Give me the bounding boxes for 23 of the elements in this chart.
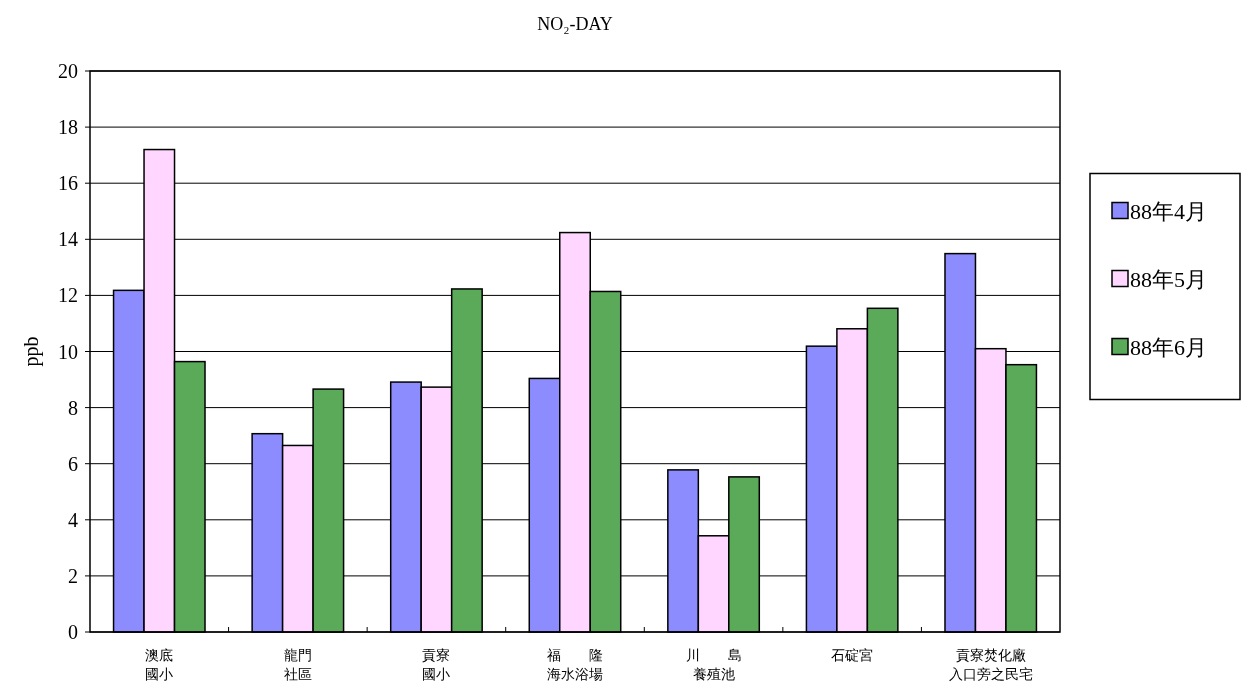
y-axis-title: ppb [20, 336, 43, 367]
legend-label: 88年5月 [1130, 266, 1207, 292]
x-tick-label: 澳底國小 [145, 648, 174, 682]
y-tick-label: 10 [58, 340, 78, 363]
x-tick-label: 福 隆海水浴場 [547, 648, 603, 682]
y-tick-label: 2 [68, 564, 78, 587]
x-tick-label: 龍門社區 [283, 648, 312, 682]
x-tick-label: 川 島養殖池 [685, 648, 742, 682]
x-tick-label: 石碇宮 [831, 648, 874, 663]
y-tick-label: 20 [58, 60, 78, 82]
y-tick-label: 18 [58, 116, 78, 139]
x-tick-label: 貢寮國小 [422, 648, 451, 682]
y-tick-label: 12 [58, 284, 78, 307]
legend-label: 88年6月 [1130, 334, 1207, 360]
y-tick-label: 4 [68, 508, 78, 531]
chart-title: NO₂-DAY [537, 14, 613, 34]
x-tick-label: 貢寮焚化廠入口旁之民宅 [948, 648, 1033, 682]
legend-label: 88年4月 [1130, 198, 1207, 224]
y-tick-label: 6 [68, 452, 78, 475]
y-tick-label: 16 [58, 172, 78, 195]
y-tick-label: 8 [68, 396, 78, 419]
y-tick-label: 0 [68, 621, 78, 643]
y-tick-label: 14 [58, 228, 78, 251]
